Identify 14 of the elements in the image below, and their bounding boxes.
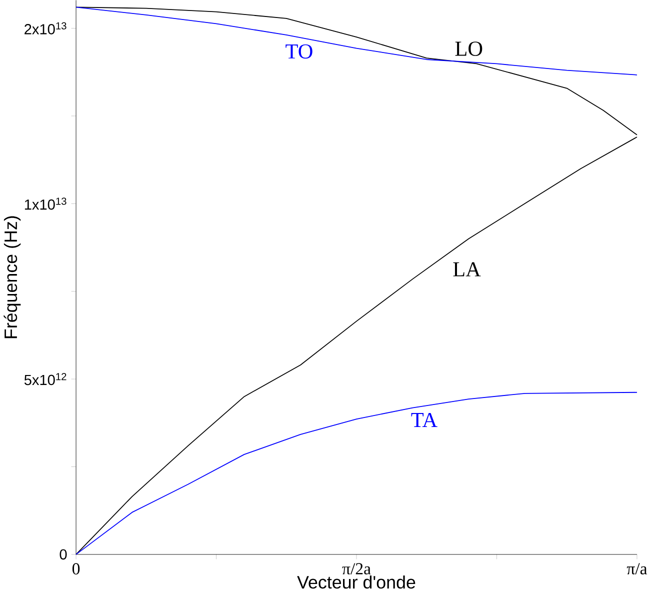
y-tick-label: 0 <box>60 549 67 560</box>
x-tick-label: π/2a <box>342 562 371 574</box>
y-tick-label: 1x10$^{13}$ <box>24 197 66 210</box>
line-series <box>76 6 638 76</box>
series-label: TO <box>286 44 312 58</box>
y-tick-label: 5x10$^{12}$ <box>24 372 66 385</box>
series-label: TA <box>411 412 438 427</box>
x-tick-label: π/a <box>626 562 648 574</box>
series-label: LA <box>453 262 481 276</box>
y-axis-title: Fréquence (Hz) <box>4 216 21 338</box>
x-axis-title: Vecteur d'onde <box>297 575 416 588</box>
series-label: LO <box>455 41 482 56</box>
y-tick-label: 2x10$^{13}$ <box>24 22 66 34</box>
x-tick-label: 0 <box>72 562 80 574</box>
